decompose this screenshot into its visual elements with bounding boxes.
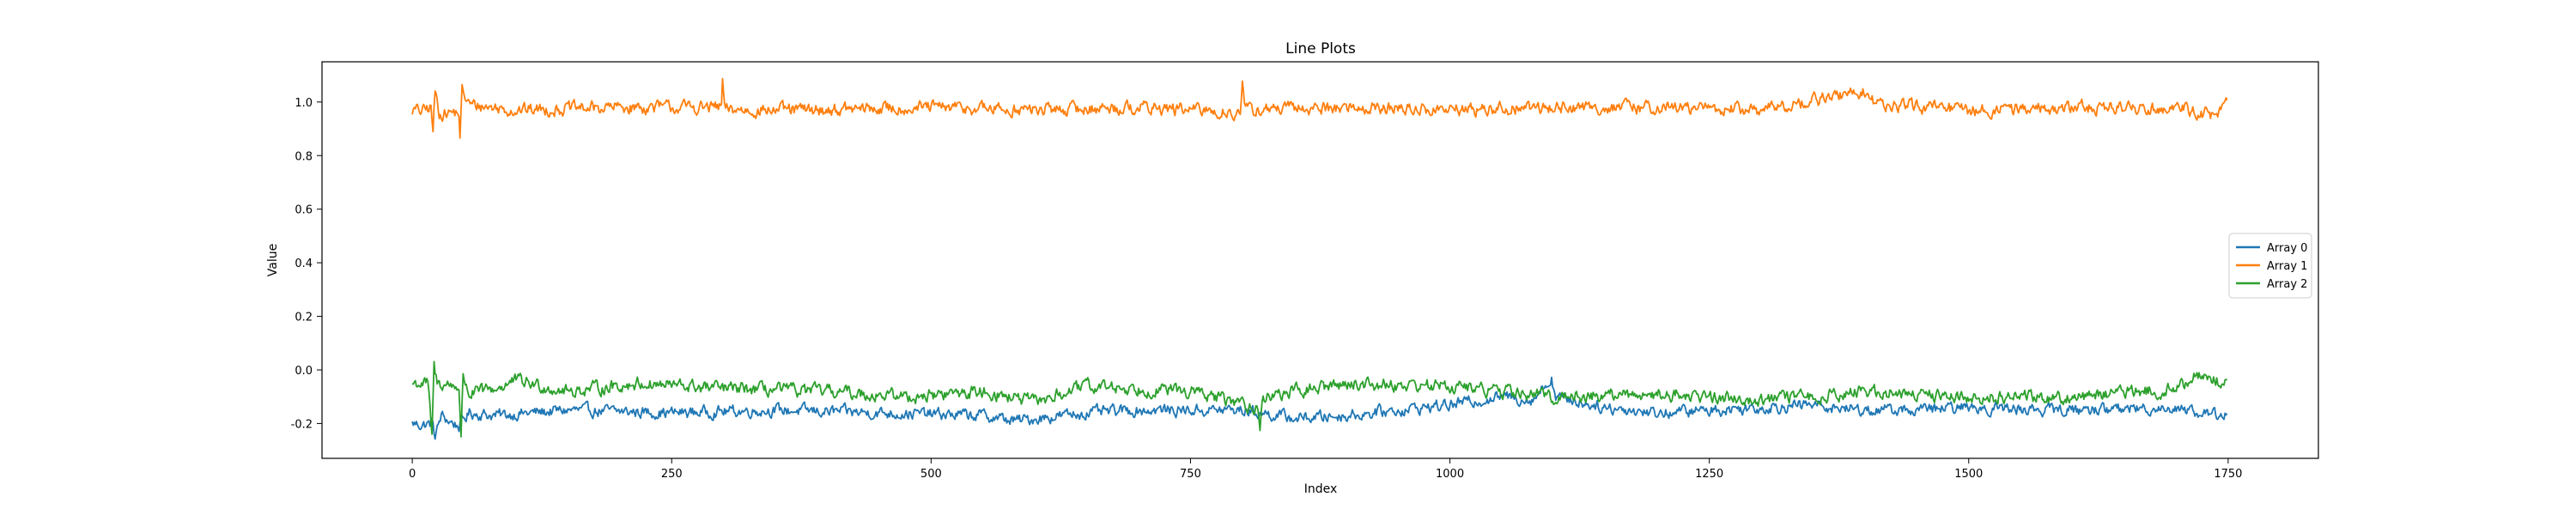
legend-entry-label: Array 0: [2267, 242, 2307, 255]
series-line: [411, 376, 2228, 440]
y-tick-label: 0.8: [295, 150, 313, 163]
legend-box: [2228, 233, 2312, 299]
y-tick-label: 0.2: [295, 312, 313, 324]
series-line: [411, 360, 2228, 438]
x-tick-label: 250: [661, 468, 683, 481]
x-axis-label: Index: [1304, 482, 1338, 496]
y-axis: -0.2 0.0 0.2 0.4 0.6 0.8 1.0: [291, 97, 322, 431]
x-tick-label: 500: [920, 468, 942, 481]
series-line: [411, 77, 2228, 139]
plot-area-frame: [321, 61, 2319, 459]
x-tick-label: 0: [409, 468, 416, 481]
x-tick-label: 1500: [1954, 468, 1983, 481]
legend-entry-label: Array 1: [2267, 260, 2307, 273]
y-tick-label: -0.2: [291, 418, 313, 431]
y-tick-label: 0.4: [295, 258, 313, 270]
y-axis-label: Value: [266, 244, 280, 276]
chart-title: Line Plots: [1285, 40, 1356, 58]
y-tick-label: 1.0: [295, 97, 313, 110]
legend: Array 0 Array 1 Array 2: [2228, 233, 2312, 299]
x-tick-label: 1000: [1436, 468, 1464, 481]
y-tick-label: 0.6: [295, 204, 313, 217]
series-layer: [411, 77, 2228, 440]
x-tick-label: 750: [1180, 468, 1201, 481]
legend-entry-label: Array 2: [2267, 278, 2307, 291]
x-tick-label: 1250: [1695, 468, 1723, 481]
y-tick-label: 0.0: [295, 365, 313, 378]
x-axis: 0 250 500 750 1000 1250 1500 1750: [409, 458, 2242, 481]
x-tick-label: 1750: [2214, 468, 2242, 481]
